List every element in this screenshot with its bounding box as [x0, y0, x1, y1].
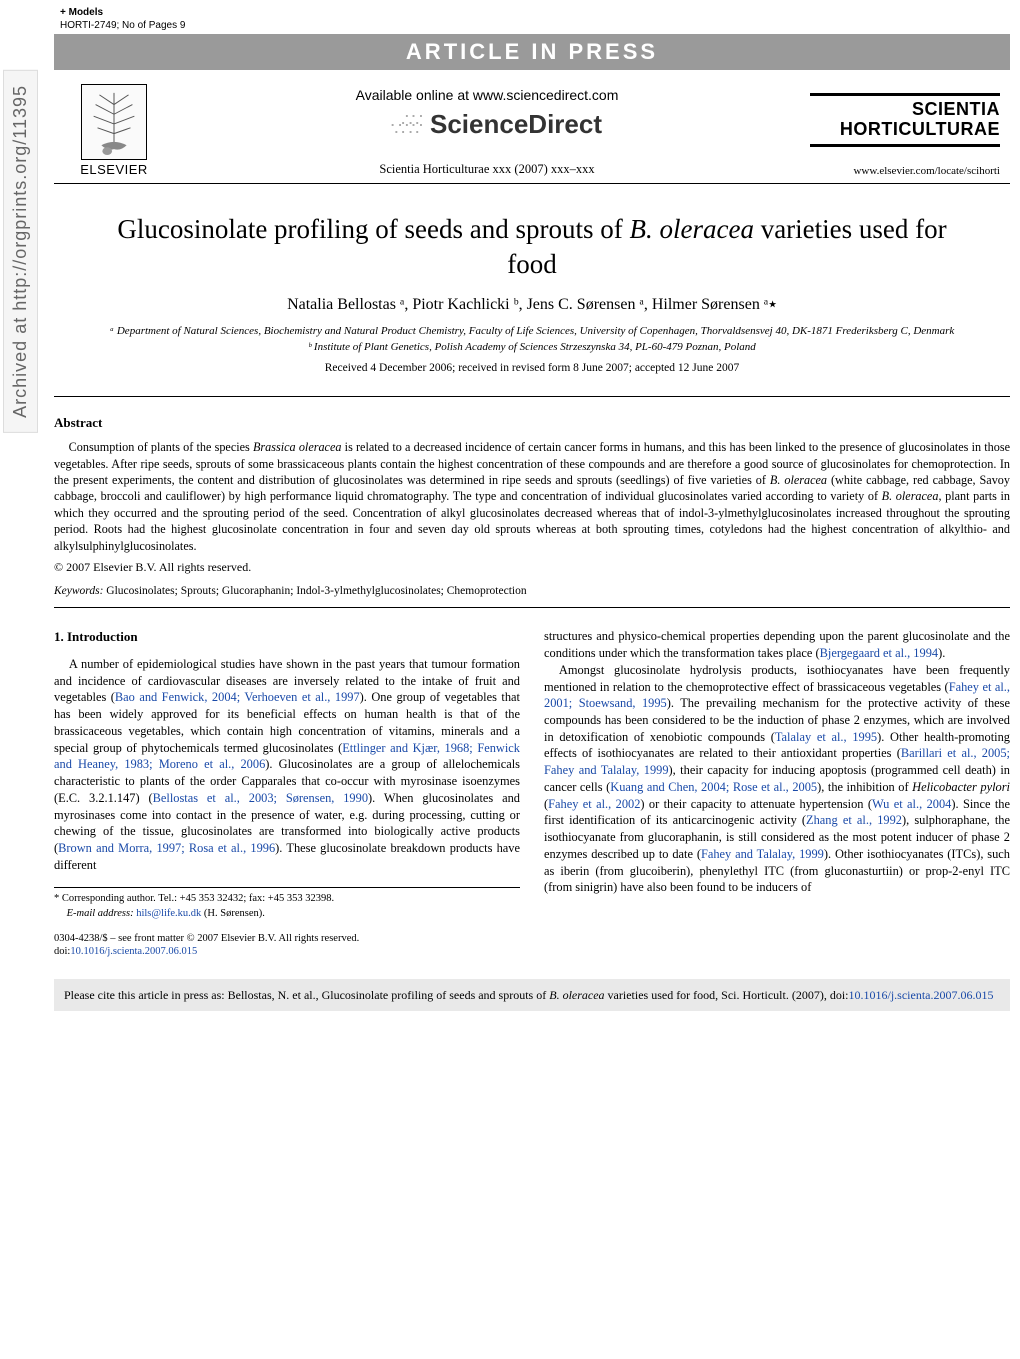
rc1[interactable]: Bjergegaard et al., 1994 — [820, 646, 938, 660]
r2: Amongst glucosinolate hydrolysis product… — [544, 663, 1010, 694]
front-line-1: 0304-4238/$ – see front matter © 2007 El… — [54, 932, 520, 946]
cbsp: B. oleracea — [549, 988, 604, 1002]
front-doi: doi:10.1016/j.scienta.2007.06.015 — [54, 945, 520, 959]
cb2: varieties used for food, Sci. Horticult.… — [605, 988, 849, 1002]
intro-p1: A number of epidemiological studies have… — [54, 656, 520, 874]
abstract-heading: Abstract — [54, 415, 1010, 431]
affiliation-b: ᵇ Institute of Plant Genetics, Polish Ac… — [104, 340, 960, 356]
journal-url: www.elsevier.com/locate/scihorti — [810, 165, 1000, 177]
article-title: Glucosinolate profiling of seeds and spr… — [94, 212, 970, 282]
email-label: E-mail address: — [67, 908, 137, 919]
abstract-copyright: © 2007 Elsevier B.V. All rights reserved… — [54, 560, 1010, 575]
article-dates: Received 4 December 2006; received in re… — [54, 362, 1010, 374]
sd-dots-icon: ∴∵∵∴∵ — [372, 116, 422, 134]
elsevier-logo-block: ELSEVIER — [64, 84, 164, 177]
article-ref: HORTI-2749; No of Pages 9 — [60, 20, 185, 31]
lc3[interactable]: Bellostas et al., 2003; Sørensen, 1990 — [153, 791, 368, 805]
right-column: structures and physico-chemical properti… — [544, 628, 1010, 959]
rc8[interactable]: Zhang et al., 1992 — [806, 813, 902, 827]
left-column: 1. Introduction A number of epidemiologi… — [54, 628, 520, 959]
doi-link[interactable]: 10.1016/j.scienta.2007.06.015 — [70, 946, 197, 957]
rsp: Helicobacter pylori — [912, 780, 1010, 794]
footnotes: * Corresponding author. Tel.: +45 353 32… — [54, 887, 520, 921]
top-meta: + Models HORTI-2749; No of Pages 9 — [54, 0, 1010, 34]
abstract-body: Consumption of plants of the species Bra… — [54, 439, 1010, 554]
cb1: Please cite this article in press as: Be… — [64, 988, 549, 1002]
abs-sp2: B. oleracea — [770, 473, 827, 487]
citation-box: Please cite this article in press as: Be… — [54, 979, 1010, 1011]
sciencedirect-logo: ∴∵∵∴∵ ScienceDirect — [372, 109, 602, 140]
journal-title-1: SCIENTIA — [912, 99, 1000, 119]
rc3[interactable]: Talalay et al., 1995 — [775, 730, 877, 744]
page-container: + Models HORTI-2749; No of Pages 9 ARTIC… — [44, 0, 1020, 1011]
journal-title-box: SCIENTIA HORTICULTURAE www.elsevier.com/… — [810, 87, 1000, 177]
right-p1: structures and physico-chemical properti… — [544, 628, 1010, 661]
affiliations: ᵃ Department of Natural Sciences, Bioche… — [104, 324, 960, 356]
email-address[interactable]: hils@life.ku.dk — [136, 908, 201, 919]
title-pre: Glucosinolate profiling of seeds and spr… — [117, 214, 629, 244]
elsevier-label: ELSEVIER — [80, 162, 148, 177]
r7: ) or their capacity to attenuate hyperte… — [640, 797, 872, 811]
front-matter: 0304-4238/$ – see front matter © 2007 El… — [54, 932, 520, 959]
corresponding-author: * Corresponding author. Tel.: +45 353 32… — [54, 892, 520, 907]
rc5[interactable]: Kuang and Chen, 2004; Rose et al., 2005 — [610, 780, 817, 794]
intro-heading: 1. Introduction — [54, 628, 520, 646]
doi-pre: doi: — [54, 946, 70, 957]
affiliation-a: ᵃ Department of Natural Sciences, Bioche… — [104, 324, 960, 340]
keywords-line: Keywords: Glucosinolates; Sprouts; Gluco… — [54, 585, 1010, 597]
email-line: E-mail address: hils@life.ku.dk (H. Søre… — [54, 907, 520, 922]
abs-1a: Consumption of plants of the species — [69, 440, 253, 454]
sciencedirect-text: ScienceDirect — [430, 109, 602, 140]
rc7[interactable]: Wu et al., 2004 — [872, 797, 951, 811]
elsevier-tree-icon — [81, 84, 147, 160]
title-species: B. oleracea — [630, 214, 754, 244]
lc1[interactable]: Bao and Fenwick, 2004; Verhoeven et al.,… — [115, 690, 360, 704]
journal-header: ELSEVIER Available online at www.science… — [54, 84, 1010, 184]
cbdoi[interactable]: 10.1016/j.scienta.2007.06.015 — [849, 988, 994, 1002]
rc6[interactable]: Fahey et al., 2002 — [548, 797, 640, 811]
body-columns: 1. Introduction A number of epidemiologi… — [54, 628, 1010, 959]
authors-line: Natalia Bellostas ᵃ, Piotr Kachlicki ᵇ, … — [54, 294, 1010, 314]
abs-sp3: B. oleracea — [882, 489, 939, 503]
journal-title-2: HORTICULTURAE — [840, 119, 1000, 139]
header-center: Available online at www.sciencedirect.co… — [184, 87, 790, 177]
lc4[interactable]: Brown and Morra, 1997; Rosa et al., 1996 — [58, 841, 275, 855]
r1b: ). — [938, 646, 945, 660]
journal-reference: Scientia Horticulturae xxx (2007) xxx–xx… — [184, 162, 790, 177]
models-label: + Models — [60, 7, 103, 18]
rc9[interactable]: Fahey and Talalay, 1999 — [701, 847, 824, 861]
archive-side-tab: Archived at http://orgprints.org/11395 — [3, 70, 38, 433]
right-p2: Amongst glucosinolate hydrolysis product… — [544, 662, 1010, 896]
keywords-label: Keywords: — [54, 585, 103, 597]
r6: ), the inhibition of — [817, 780, 912, 794]
divider-bottom — [54, 607, 1010, 608]
journal-title: SCIENTIA HORTICULTURAE — [810, 93, 1000, 147]
abs-sp1: Brassica oleracea — [253, 440, 342, 454]
keywords-list: Glucosinolates; Sprouts; Glucoraphanin; … — [103, 585, 526, 597]
divider-top — [54, 396, 1010, 397]
email-tail: (H. Sørensen). — [201, 908, 265, 919]
available-online: Available online at www.sciencedirect.co… — [184, 87, 790, 103]
article-in-press-banner: ARTICLE IN PRESS — [54, 34, 1010, 70]
